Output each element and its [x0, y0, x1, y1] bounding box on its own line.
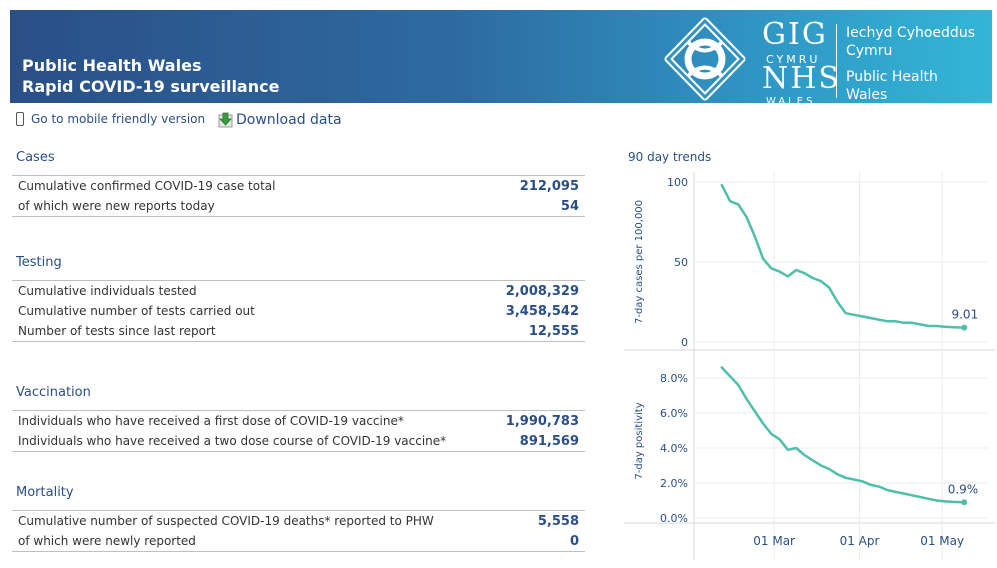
- table-row: Individuals who have received a two dose…: [12, 431, 585, 451]
- logo-cymru-text: CYMRU: [766, 53, 821, 66]
- download-link-label: Download data: [236, 112, 342, 128]
- mobile-phone-icon: [16, 112, 24, 126]
- page-title: Public Health Wales Rapid COVID-19 surve…: [22, 55, 279, 97]
- trend-charts: 0 50 100 7-day cases per 100,000 9.01 0.0% 2.0…: [624, 172, 995, 560]
- logo-nhs-text: NHS: [762, 61, 841, 96]
- table-row: Number of tests since last report 12,555: [12, 321, 585, 341]
- org-en-line-1: Public Health: [846, 69, 938, 85]
- mortality-table: Cumulative number of suspected COVID-19 …: [12, 510, 585, 552]
- y-axis-title: 7-day cases per 100,000: [634, 200, 645, 324]
- row-value: 0: [569, 533, 579, 549]
- y-tick-label: 8.0%: [660, 372, 688, 385]
- row-label: Individuals who have received a first do…: [18, 414, 404, 428]
- table-row: Cumulative confirmed COVID-19 case total…: [12, 176, 585, 196]
- mobile-link-label: Go to mobile friendly version: [31, 112, 206, 126]
- row-label: Cumulative number of tests carried out: [18, 304, 255, 318]
- logo-gig-text: GIG: [762, 17, 828, 52]
- end-value-label: 9.01: [951, 308, 978, 322]
- download-icon: [218, 112, 233, 128]
- download-data-link[interactable]: Download data: [218, 112, 342, 128]
- row-value: 12,555: [528, 323, 579, 339]
- cases-table: Cumulative confirmed COVID-19 case total…: [12, 175, 585, 217]
- row-value: 54: [560, 198, 579, 214]
- mobile-version-link[interactable]: Go to mobile friendly version: [16, 112, 205, 126]
- row-value: 2,008,329: [505, 283, 579, 299]
- testing-section-title: Testing: [16, 255, 62, 270]
- row-label: of which were new reports today: [18, 199, 215, 213]
- row-label: Number of tests since last report: [18, 324, 216, 338]
- table-row: Cumulative number of tests carried out 3…: [12, 301, 585, 321]
- y-tick-label: 50: [674, 256, 688, 269]
- title-line-2: Rapid COVID-19 surveillance: [22, 77, 280, 96]
- vaccination-section-title: Vaccination: [16, 385, 91, 400]
- page-header: Public Health Wales Rapid COVID-19 surve…: [10, 10, 992, 107]
- row-value: 3,458,542: [505, 303, 579, 319]
- logo-divider: [836, 24, 837, 98]
- y-tick-label: 0: [681, 336, 688, 349]
- row-value: 1,990,783: [505, 413, 579, 429]
- testing-table: Cumulative individuals tested 2,008,329 …: [12, 280, 585, 342]
- table-row: Cumulative individuals tested 2,008,329: [12, 281, 585, 301]
- table-row: Individuals who have received a first do…: [12, 411, 585, 431]
- org-name-english: Public Health Wales: [846, 68, 938, 104]
- org-name-welsh: Iechyd Cyhoeddus Cymru: [846, 24, 975, 60]
- table-row: of which were newly reported 0: [12, 531, 585, 551]
- title-line-1: Public Health Wales: [22, 56, 202, 75]
- x-tick-label: 01 Mar: [753, 534, 795, 548]
- org-cy-line-2: Cymru: [846, 43, 893, 59]
- x-tick-label: 01 May: [920, 534, 964, 548]
- row-label: Cumulative number of suspected COVID-19 …: [18, 514, 434, 528]
- y-tick-label: 6.0%: [660, 407, 688, 420]
- celtic-knot-logo-icon: [664, 17, 746, 101]
- row-value: 212,095: [519, 178, 579, 194]
- x-tick-label: 01 Apr: [840, 534, 880, 548]
- end-point: [961, 499, 968, 506]
- mortality-section-title: Mortality: [16, 485, 74, 500]
- row-value: 891,569: [519, 433, 579, 449]
- cases-section-title: Cases: [16, 150, 55, 165]
- y-tick-label: 0.0%: [660, 512, 688, 525]
- row-label: of which were newly reported: [18, 534, 196, 548]
- series-line: [720, 183, 966, 329]
- y-tick-label: 2.0%: [660, 477, 688, 490]
- table-row: of which were new reports today 54: [12, 196, 585, 216]
- y-axis-title: 7-day positivity: [634, 402, 645, 479]
- logo-wales-text: WALES: [766, 96, 816, 107]
- row-value: 5,558: [537, 513, 579, 529]
- row-label: Cumulative confirmed COVID-19 case total: [18, 179, 276, 193]
- end-value-label: 0.9%: [948, 482, 979, 496]
- org-cy-line-1: Iechyd Cyhoeddus: [846, 25, 975, 41]
- end-point: [961, 324, 968, 331]
- row-label: Individuals who have received a two dose…: [18, 434, 447, 448]
- trends-title: 90 day trends: [628, 150, 712, 164]
- series-line: [720, 366, 966, 504]
- table-row: Cumulative number of suspected COVID-19 …: [12, 511, 585, 531]
- vaccination-table: Individuals who have received a first do…: [12, 410, 585, 452]
- org-en-line-2: Wales: [846, 87, 888, 103]
- row-label: Cumulative individuals tested: [18, 284, 197, 298]
- y-tick-label: 4.0%: [660, 442, 688, 455]
- y-tick-label: 100: [667, 176, 688, 189]
